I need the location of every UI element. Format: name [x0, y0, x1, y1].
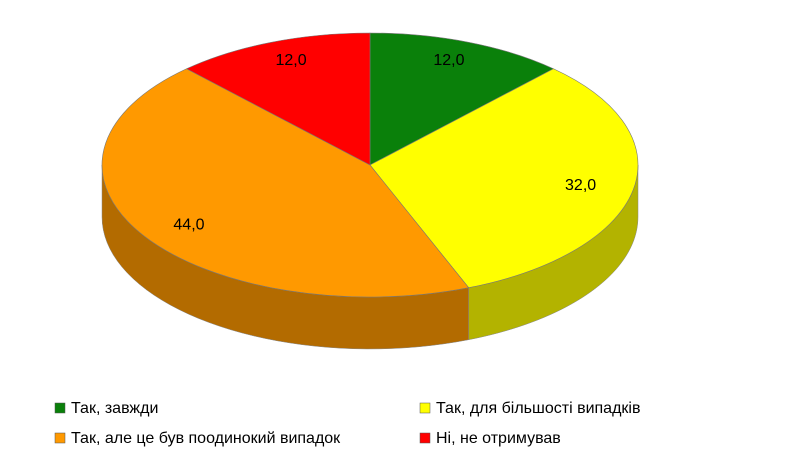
legend-swatch: [54, 402, 66, 414]
slice: [101, 68, 470, 298]
legend-swatch: [54, 432, 66, 444]
legend-label: Так, для більшості випадків: [436, 400, 640, 417]
data-label: 12,0: [433, 52, 464, 69]
slice: [369, 68, 639, 289]
data-label: 44,0: [173, 216, 204, 233]
legend-label: Так, але це був поодинокий випадок: [71, 430, 341, 447]
slice: [369, 32, 555, 166]
data-label: 12,0: [276, 52, 307, 69]
data-label: 32,0: [565, 177, 596, 194]
legend-label: Ні, не отримував: [436, 430, 561, 447]
legend-label: Так, завжди: [71, 400, 158, 417]
legend-swatch: [419, 402, 431, 414]
slice: [185, 32, 371, 166]
legend-swatch: [419, 432, 431, 444]
